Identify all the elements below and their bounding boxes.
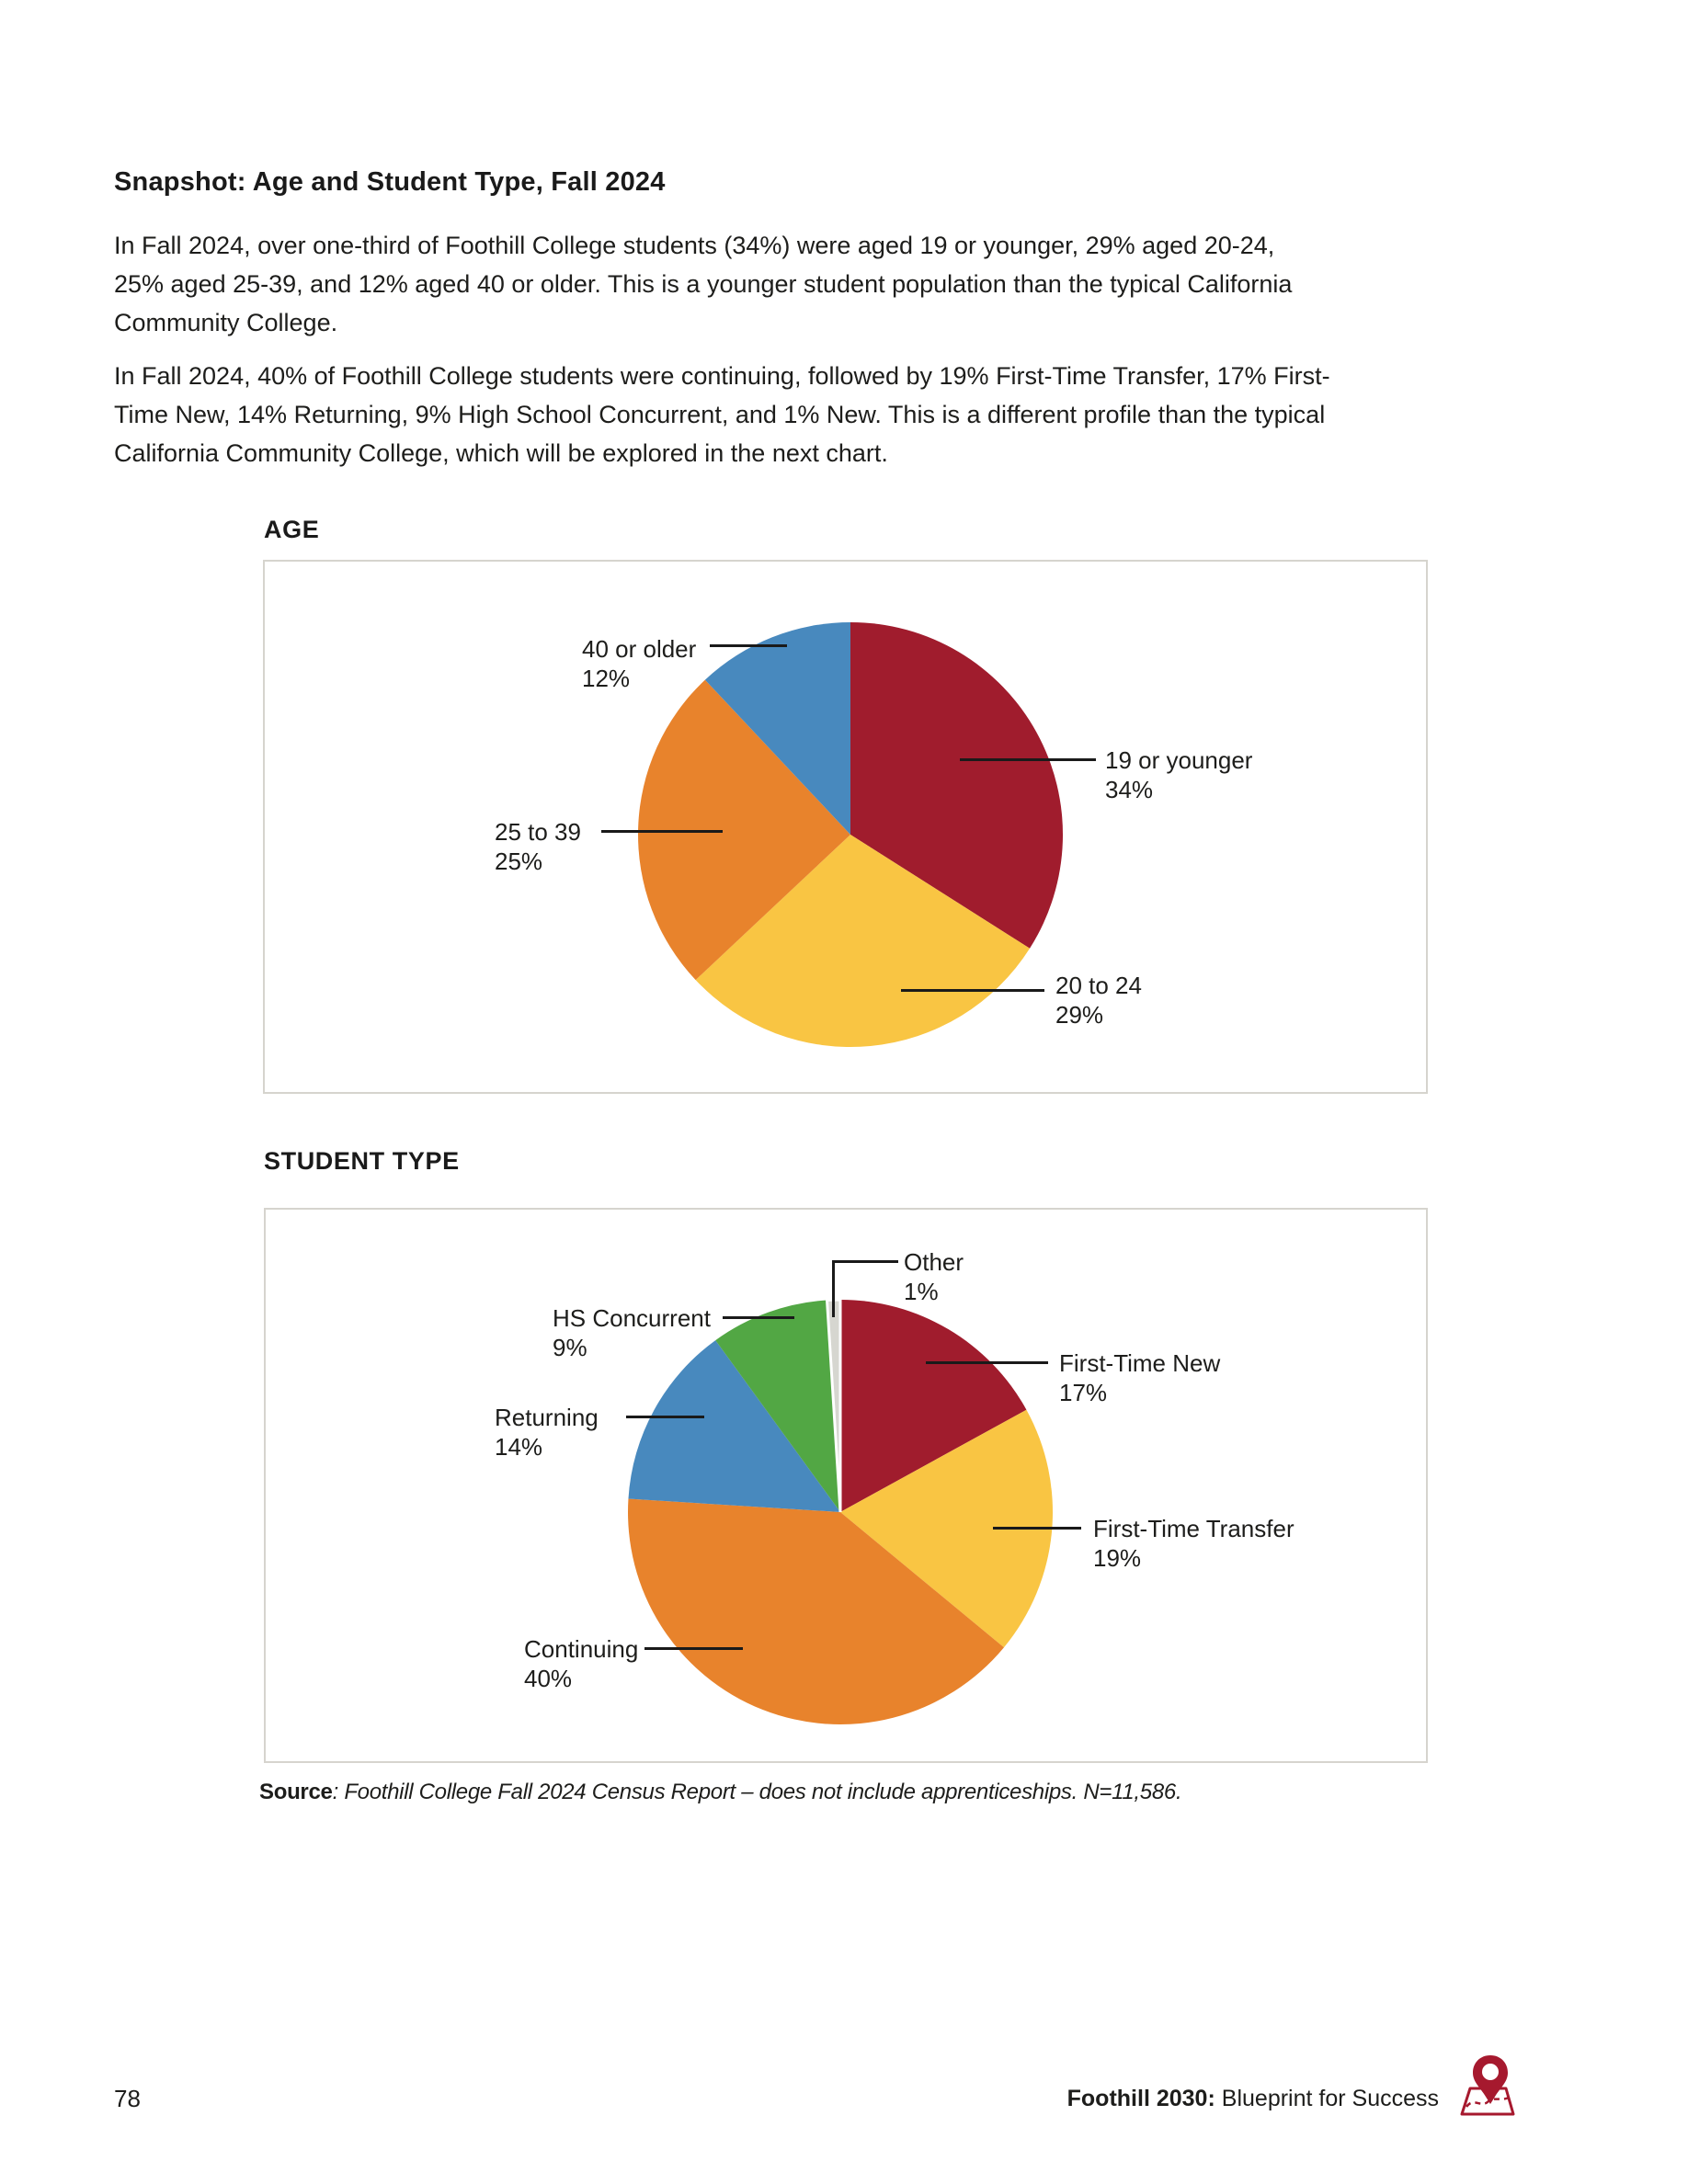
age-section-title: AGE bbox=[264, 516, 320, 543]
source-label: Source bbox=[259, 1780, 333, 1804]
student-label-hs-concurrent: HS Concurrent 9% bbox=[553, 1303, 711, 1362]
age-label-20-to-24: 20 to 24 29% bbox=[1055, 971, 1142, 1029]
label-pct: 34% bbox=[1105, 776, 1154, 803]
leader-line-19-or-younger bbox=[960, 758, 1096, 761]
pie-slice-first-time-transfer bbox=[840, 1409, 1054, 1648]
age-label-19-or-younger: 19 or younger 34% bbox=[1105, 745, 1252, 804]
footer-brand: Foothill 2030: Blueprint for Success bbox=[1067, 2086, 1439, 2112]
leader-line-first-time-transfer bbox=[993, 1527, 1081, 1530]
label-pct: 40% bbox=[524, 1665, 573, 1692]
pie-slice-continuing bbox=[628, 1498, 1004, 1724]
pie-slice-returning bbox=[628, 1340, 840, 1512]
leader-line-20-to-24 bbox=[901, 989, 1044, 992]
leader-line-other-v bbox=[832, 1260, 835, 1317]
label-pct: 14% bbox=[495, 1433, 543, 1461]
source-text: : Foothill College Fall 2024 Census Repo… bbox=[332, 1780, 1182, 1804]
label-pct: 25% bbox=[495, 847, 543, 875]
source-note: Source: Foothill College Fall 2024 Censu… bbox=[259, 1780, 1182, 1805]
label-pct: 17% bbox=[1059, 1379, 1108, 1406]
leader-line-first-time-new bbox=[926, 1361, 1048, 1364]
leader-line-hs-concurrent bbox=[723, 1316, 794, 1319]
student-label-first-time-transfer: First-Time Transfer 19% bbox=[1093, 1514, 1295, 1573]
leader-line-continuing bbox=[644, 1647, 743, 1650]
page-title: Snapshot: Age and Student Type, Fall 202… bbox=[114, 167, 666, 197]
pie-slice-hs-concurrent bbox=[715, 1300, 840, 1512]
student-label-returning: Returning 14% bbox=[495, 1403, 599, 1462]
label-text: HS Concurrent bbox=[553, 1304, 711, 1332]
label-text: Continuing bbox=[524, 1635, 639, 1663]
label-text: First-Time New bbox=[1059, 1349, 1221, 1377]
intro-paragraph-student-type: In Fall 2024, 40% of Foothill College st… bbox=[114, 362, 1330, 467]
leader-line-25-to-39 bbox=[601, 830, 723, 833]
label-pct: 9% bbox=[553, 1334, 587, 1361]
intro-paragraph-age: In Fall 2024, over one-third of Foothill… bbox=[114, 232, 1293, 336]
label-pct: 1% bbox=[904, 1278, 939, 1305]
page-number: 78 bbox=[114, 2085, 141, 2112]
pie-slice-25-to-39 bbox=[638, 679, 850, 981]
leader-line-40-or-older bbox=[710, 644, 787, 647]
label-text: First-Time Transfer bbox=[1093, 1515, 1295, 1542]
leader-line-other-h bbox=[832, 1260, 898, 1263]
student-type-pie-chart bbox=[627, 1298, 1054, 1725]
label-text: 25 to 39 bbox=[495, 818, 581, 846]
map-pin-map-icon bbox=[1457, 2053, 1518, 2118]
student-label-other: Other 1% bbox=[904, 1247, 964, 1306]
student-label-continuing: Continuing 40% bbox=[524, 1634, 638, 1693]
label-text: Returning bbox=[495, 1404, 599, 1431]
pie-slice-first-time-new bbox=[840, 1300, 1027, 1512]
leader-line-returning bbox=[626, 1416, 704, 1418]
label-text: 19 or younger bbox=[1105, 746, 1253, 774]
label-text: 40 or older bbox=[582, 635, 697, 663]
footer-brand-bold: Foothill 2030: bbox=[1066, 2086, 1215, 2111]
student-label-first-time-new: First-Time New 17% bbox=[1059, 1348, 1220, 1407]
pie-slice-20-to-24 bbox=[695, 835, 1031, 1048]
footer-brand-rest: Blueprint for Success bbox=[1221, 2086, 1439, 2111]
pie-slice-19-or-younger bbox=[850, 622, 1064, 949]
pie-slice-40-or-older bbox=[704, 622, 850, 835]
age-label-40-or-older: 40 or older 12% bbox=[582, 634, 696, 693]
label-text: 20 to 24 bbox=[1055, 972, 1142, 999]
student-type-section-title: STUDENT TYPE bbox=[264, 1147, 460, 1175]
label-pct: 19% bbox=[1093, 1544, 1142, 1572]
age-label-25-to-39: 25 to 39 25% bbox=[495, 817, 581, 876]
label-text: Other bbox=[904, 1248, 964, 1276]
label-pct: 29% bbox=[1055, 1001, 1104, 1029]
label-pct: 12% bbox=[582, 665, 631, 692]
age-pie-chart bbox=[637, 621, 1064, 1048]
